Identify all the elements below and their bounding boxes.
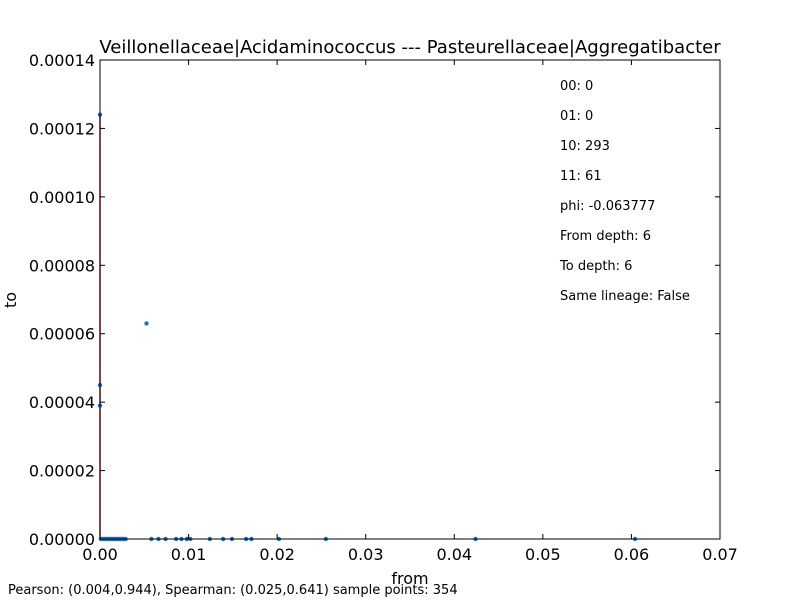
chart-title: Veillonellaceae|Acidaminococcus --- Past… bbox=[99, 37, 721, 58]
y-tick-label: 0.00008 bbox=[29, 256, 95, 275]
x-tick-label: 0.00 bbox=[82, 545, 118, 564]
y-axis-label: to bbox=[1, 292, 20, 308]
stat-annotation: 00: 0 bbox=[560, 79, 593, 94]
x-tick-label: 0.06 bbox=[614, 545, 650, 564]
axis-ticks: 0.00 0.01 0.02 0.03 0.04 0.05 0.06 0.07 0.00000 0… bbox=[29, 51, 738, 564]
y-tick-label: 0.00000 bbox=[29, 530, 95, 549]
x-axis-label: from bbox=[391, 569, 428, 588]
y-tick-label: 0.00004 bbox=[29, 393, 95, 412]
stat-annotation: From depth: 6 bbox=[560, 229, 651, 244]
y-tick-label: 0.00006 bbox=[29, 325, 95, 344]
x-tick-label: 0.01 bbox=[171, 545, 207, 564]
data-point bbox=[144, 321, 149, 326]
stat-annotation: 10: 293 bbox=[560, 139, 610, 154]
x-tick-label: 0.05 bbox=[525, 545, 561, 564]
stat-annotation: phi: -0.063777 bbox=[560, 199, 655, 214]
stat-annotation: 01: 0 bbox=[560, 109, 593, 124]
y-tick-label: 0.00014 bbox=[29, 51, 95, 70]
x-tick-label: 0.02 bbox=[259, 545, 295, 564]
stat-annotation: To depth: 6 bbox=[559, 259, 632, 274]
y-tick-label: 0.00002 bbox=[29, 462, 95, 481]
x-tick-label: 0.03 bbox=[348, 545, 384, 564]
plot-frame bbox=[99, 59, 721, 540]
x-tick-label: 0.07 bbox=[702, 545, 738, 564]
stat-annotation: Same lineage: False bbox=[560, 289, 690, 304]
stats-annotations: 00: 0 01: 0 10: 293 11: 61 phi: -0.063777 Fro… bbox=[559, 79, 690, 304]
stat-annotation: 11: 61 bbox=[560, 169, 602, 184]
y-tick-label: 0.00012 bbox=[29, 119, 95, 138]
x-tick-label: 0.04 bbox=[436, 545, 472, 564]
y-tick-label: 0.00010 bbox=[29, 188, 95, 207]
correlation-footer: Pearson: (0.004,0.944), Spearman: (0.025… bbox=[8, 583, 458, 598]
